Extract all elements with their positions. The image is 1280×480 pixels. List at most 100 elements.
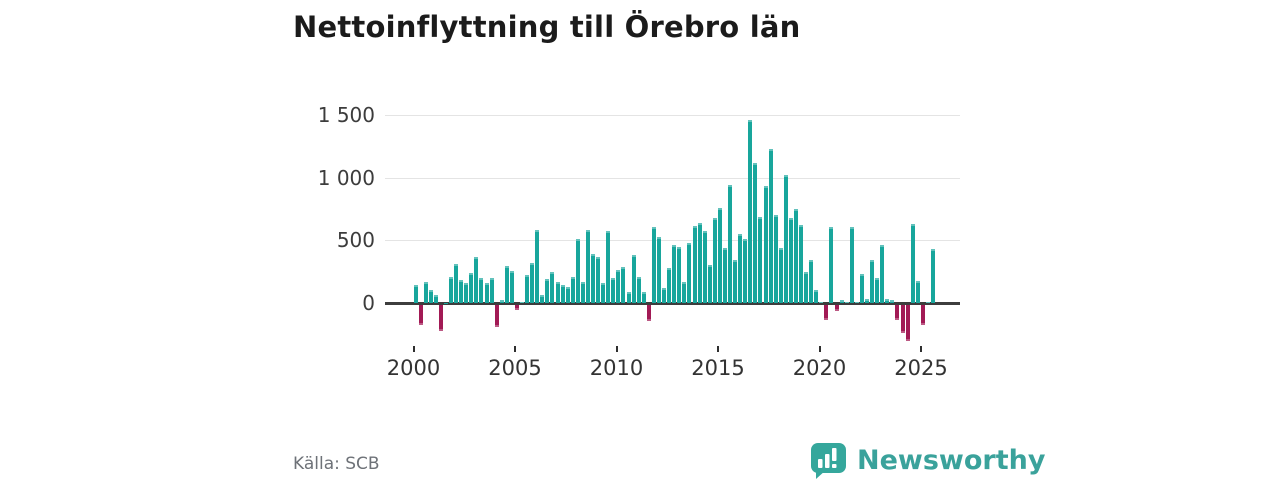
bar	[839, 299, 844, 303]
bar	[662, 287, 667, 303]
page-title: Nettoinflyttning till Örebro län	[293, 10, 801, 44]
bar	[743, 239, 748, 303]
bar	[570, 276, 575, 303]
bar	[905, 304, 910, 342]
bar	[687, 242, 692, 303]
y-tick-label: 1 000	[317, 165, 375, 190]
bar	[545, 279, 550, 303]
bar	[758, 216, 763, 303]
bar	[799, 225, 804, 303]
bar	[854, 302, 859, 303]
x-axis-zero-line	[385, 302, 960, 305]
bar	[418, 304, 423, 325]
bar	[631, 254, 636, 303]
bar	[621, 266, 626, 303]
bar	[459, 279, 464, 303]
bar	[859, 273, 864, 303]
bar	[773, 215, 778, 303]
brand-logo: Newsworthy	[810, 442, 1045, 480]
bar	[738, 234, 743, 303]
bar	[900, 304, 905, 333]
bar	[717, 208, 722, 303]
y-tick-label: 1 500	[317, 102, 375, 127]
brand-name: Newsworthy	[857, 445, 1046, 476]
bar	[844, 302, 849, 303]
bar	[449, 277, 453, 303]
bar	[733, 259, 738, 303]
x-tick-label: 2015	[691, 356, 745, 380]
bar	[611, 277, 616, 303]
bar	[814, 289, 819, 303]
bar	[591, 254, 596, 303]
bar	[667, 267, 672, 303]
bar	[514, 304, 519, 310]
bar	[890, 299, 895, 303]
bar	[722, 248, 727, 303]
bar	[778, 248, 783, 303]
bar	[641, 291, 646, 303]
bar	[783, 175, 788, 303]
bar	[657, 236, 661, 303]
bar	[651, 227, 656, 303]
bar	[575, 239, 580, 303]
bar	[565, 286, 570, 303]
bar	[880, 244, 885, 303]
bar	[535, 230, 540, 303]
source-caption: Källa: SCB	[293, 454, 380, 474]
bar	[489, 277, 494, 303]
bar	[875, 277, 880, 303]
x-tick-mark	[412, 346, 415, 352]
bar	[915, 281, 920, 303]
x-tick-mark	[818, 346, 821, 352]
bar	[560, 284, 565, 303]
bar	[636, 276, 641, 303]
bar	[849, 227, 854, 303]
bar	[712, 218, 717, 303]
bar	[834, 304, 839, 312]
bar	[748, 119, 753, 303]
bar	[540, 294, 545, 303]
x-tick-mark	[615, 346, 618, 352]
bar	[428, 289, 433, 303]
bar	[504, 266, 509, 303]
y-tick-label: 500	[336, 228, 375, 253]
plot-area: 2000 2005 2010 2015 2020 2025	[385, 100, 960, 390]
bar	[601, 282, 606, 303]
bar	[788, 218, 793, 303]
y-tick-label: 0	[362, 291, 375, 315]
bar	[702, 230, 707, 303]
bar	[616, 270, 621, 303]
bar	[606, 230, 611, 303]
bar	[520, 301, 525, 303]
x-tick-label: 2020	[792, 356, 847, 380]
bar	[895, 304, 900, 320]
bar	[809, 259, 814, 303]
bar	[479, 277, 484, 303]
bar	[793, 208, 798, 303]
bar	[870, 259, 875, 303]
bar	[499, 299, 504, 303]
bar	[920, 304, 925, 325]
bar	[707, 265, 712, 303]
bar	[438, 304, 443, 331]
bar	[484, 282, 489, 303]
bar	[443, 302, 448, 303]
bar	[626, 291, 631, 303]
bar	[829, 227, 834, 303]
bar	[464, 282, 469, 303]
bar	[728, 185, 733, 303]
bar	[677, 246, 682, 303]
bar-chart-speech-bubble-icon	[811, 443, 846, 479]
bar	[550, 271, 555, 303]
bar	[509, 271, 514, 303]
x-tick-mark	[717, 346, 719, 352]
bar	[525, 275, 530, 303]
bar	[469, 272, 474, 303]
bar	[824, 304, 829, 320]
bar	[494, 304, 499, 328]
bar	[768, 149, 773, 303]
x-tick-mark	[920, 346, 922, 352]
bar	[454, 263, 459, 303]
bar	[646, 304, 651, 322]
x-tick-label: 2005	[488, 356, 542, 380]
